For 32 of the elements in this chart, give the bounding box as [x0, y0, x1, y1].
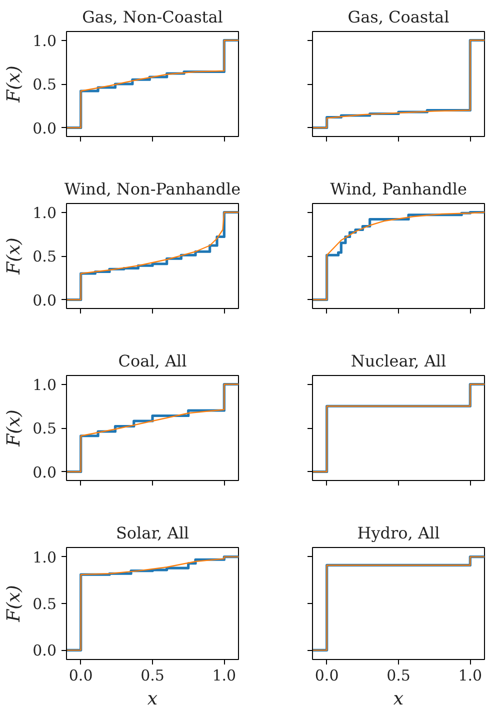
x-axis-title: x [147, 688, 158, 710]
chart-title: Coal, All [118, 352, 187, 370]
y-axis-title: F(x) [4, 410, 25, 448]
chart-title: Wind, Panhandle [330, 180, 467, 198]
y-axis-title: F(x) [4, 585, 25, 623]
x-tick-label: 0.5 [386, 666, 410, 684]
y-axis-title: F(x) [4, 66, 25, 104]
y-axis-title: F(x) [4, 238, 25, 276]
y-tick-label: 0.0 [32, 291, 57, 310]
y-tick-label: 0.5 [32, 420, 57, 438]
y-tick-label: 1.0 [32, 376, 57, 394]
chart-title: Gas, Non-Coastal [82, 8, 223, 26]
x-axis-title: x [393, 688, 404, 710]
chart-title: Nuclear, All [350, 352, 446, 370]
chart-title: Wind, Non-Panhandle [64, 180, 241, 198]
y-tick-label: 0.0 [32, 119, 57, 138]
y-tick-label: 1.0 [32, 204, 57, 222]
y-tick-label: 1.0 [32, 548, 57, 566]
x-tick-label: 1.0 [458, 666, 482, 684]
y-tick-label: 0.5 [32, 248, 57, 266]
y-tick-label: 0.5 [32, 76, 57, 94]
chart-title: Hydro, All [357, 524, 440, 542]
y-tick-label: 1.0 [32, 32, 57, 50]
x-tick-label: 1.0 [212, 666, 236, 684]
y-tick-label: 0.0 [32, 463, 57, 482]
x-tick-label: 0.0 [314, 666, 339, 684]
y-tick-label: 0.0 [32, 642, 57, 660]
chart-title: Solar, All [116, 524, 190, 542]
chart-title: Gas, Coastal [348, 8, 450, 26]
y-tick-label: 0.5 [32, 595, 57, 613]
x-tick-label: 0.5 [140, 666, 164, 684]
x-tick-label: 0.0 [68, 666, 93, 684]
